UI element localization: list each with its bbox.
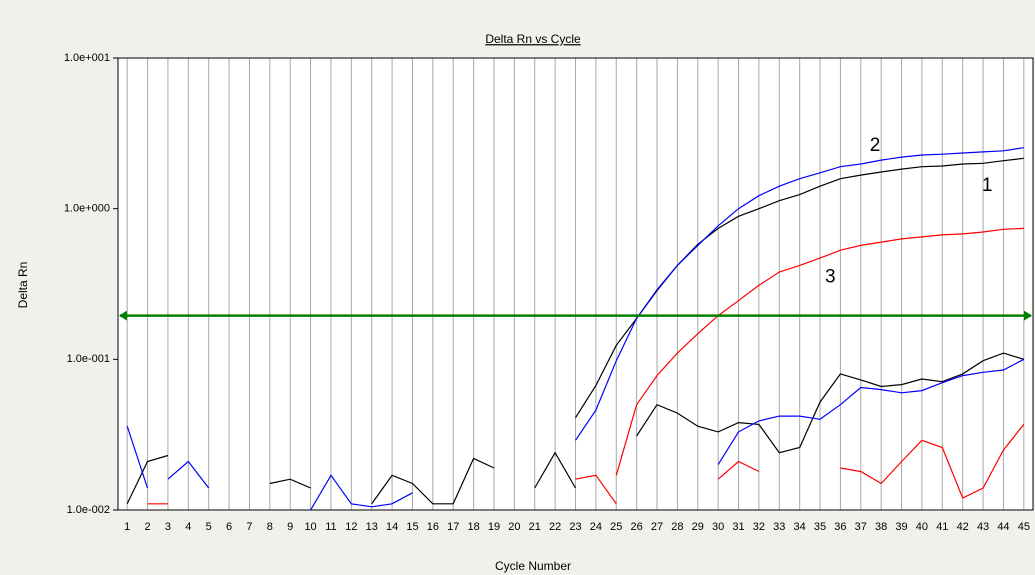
x-axis-label: Cycle Number <box>495 559 571 573</box>
x-tick-label: 9 <box>287 521 293 533</box>
plot-border <box>117 57 1034 511</box>
x-tick-label: 4 <box>185 521 191 533</box>
curve-annotation: 3 <box>825 266 836 287</box>
x-tick-label: 33 <box>773 521 785 533</box>
x-tick-label: 13 <box>366 521 378 533</box>
x-tick-label: 11 <box>325 521 336 533</box>
x-tick-label: 1 <box>124 521 130 533</box>
y-tick-label: 1.0e-001 <box>67 353 110 365</box>
x-tick-label: 22 <box>549 521 561 533</box>
x-tick-label: 26 <box>631 521 643 533</box>
amplification-line <box>147 424 1025 505</box>
x-tick-label: 34 <box>794 521 806 533</box>
x-tick-label: 41 <box>936 521 948 533</box>
y-tick-label: 1.0e+000 <box>64 203 110 215</box>
x-tick-label: 5 <box>206 521 212 533</box>
y-tick-label: 1.0e+001 <box>64 52 110 64</box>
x-tick-label: 42 <box>957 521 969 533</box>
y-axis-label: Delta Rn <box>16 262 30 309</box>
x-tick-label: 32 <box>753 521 765 533</box>
x-tick-label: 29 <box>692 521 704 533</box>
x-tick-label: 14 <box>386 521 398 533</box>
x-tick-label: 24 <box>590 521 602 533</box>
x-tick-label: 3 <box>165 521 171 533</box>
x-tick-label: 21 <box>529 521 541 533</box>
amplification-line <box>167 460 413 511</box>
amplification-line <box>575 147 1024 441</box>
x-tick-label: 10 <box>304 521 316 533</box>
x-tick-label: 44 <box>997 521 1009 533</box>
x-tick-label: 15 <box>406 521 418 533</box>
y-tick-label: 1.0e-002 <box>67 504 110 516</box>
x-tick-label: 40 <box>916 521 928 533</box>
amplification-line <box>636 352 1024 454</box>
x-tick-label: 23 <box>569 521 581 533</box>
x-tick-label: 17 <box>447 521 459 533</box>
x-tick-label: 12 <box>345 521 357 533</box>
x-tick-label: 27 <box>651 521 663 533</box>
x-tick-label: 25 <box>610 521 622 533</box>
x-tick-label: 31 <box>732 521 744 533</box>
amplification-line <box>126 426 149 489</box>
x-tick-label: 18 <box>467 521 479 533</box>
x-tick-label: 20 <box>508 521 520 533</box>
x-tick-label: 39 <box>895 521 907 533</box>
x-tick-label: 7 <box>246 521 252 533</box>
amplification-line <box>126 451 577 505</box>
amplification-line <box>615 227 1024 476</box>
x-tick-label: 2 <box>144 521 150 533</box>
x-tick-label: 30 <box>712 521 724 533</box>
x-tick-label: 43 <box>977 521 989 533</box>
curve-annotation: 2 <box>870 135 881 156</box>
x-tick-label: 19 <box>488 521 500 533</box>
x-tick-label: 37 <box>855 521 867 533</box>
x-tick-label: 16 <box>427 521 439 533</box>
amplification-line <box>717 358 1025 465</box>
x-tick-label: 6 <box>226 521 232 533</box>
x-tick-label: 38 <box>875 521 887 533</box>
chart-title: Delta Rn vs Cycle <box>485 32 581 46</box>
x-tick-label: 35 <box>814 521 826 533</box>
x-tick-label: 36 <box>834 521 846 533</box>
x-tick-label: 45 <box>1018 521 1030 533</box>
curve-annotation: 1 <box>982 175 993 196</box>
x-tick-label: 28 <box>671 521 683 533</box>
x-tick-label: 8 <box>267 521 273 533</box>
